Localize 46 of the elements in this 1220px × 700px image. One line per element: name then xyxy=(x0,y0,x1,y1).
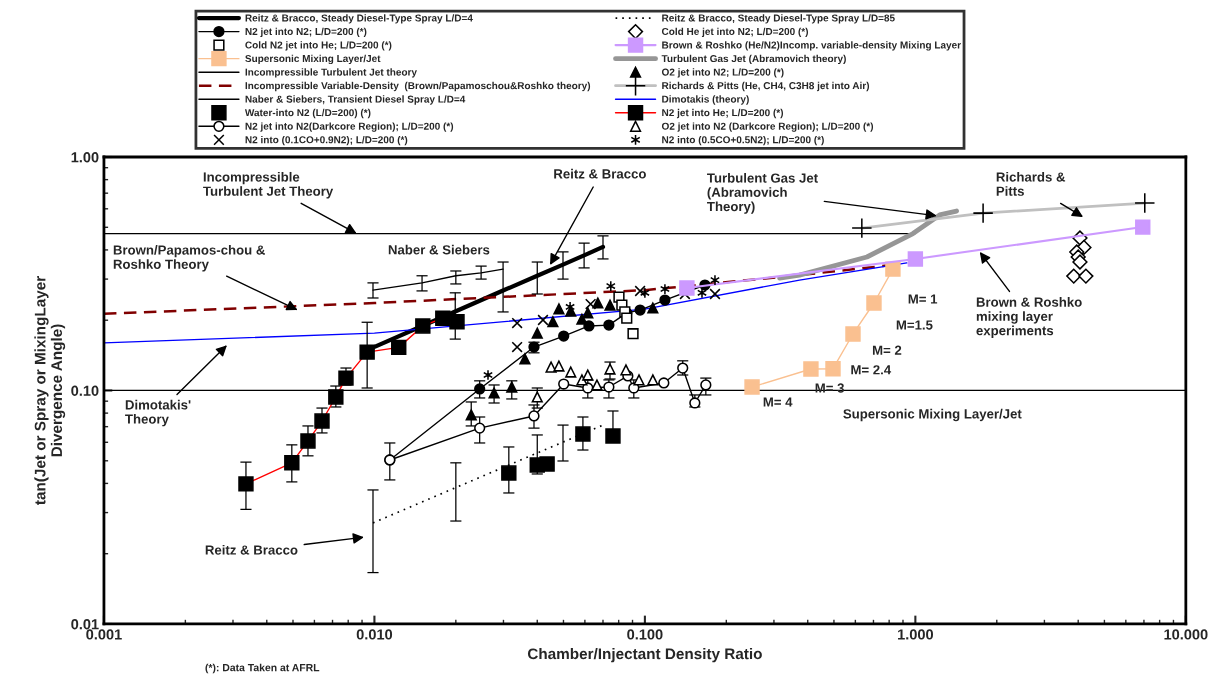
annotation: Richards & Pitts xyxy=(996,171,1066,196)
legend-label: Reitz & Bracco, Steady Diesel-Type Spray L/D=4 xyxy=(245,14,473,24)
legend-label: N2 into (0.1CO+0.9N2); L/D=200 (*) xyxy=(245,135,408,146)
annotation: Incompressible Turbulent Jet Theory xyxy=(203,171,334,199)
legend-label: N2 jet into He; L/D=200 (*) xyxy=(662,108,784,119)
annotation: M= 1 xyxy=(908,294,938,304)
legend-label: Brown & Roshko (He/N2)Incomp. variable-density Mixing Layer xyxy=(662,41,961,51)
annotation: Turbulent Gas Jet (Abramovich Theory) xyxy=(707,173,818,214)
annotation: Dimotakis' Theory xyxy=(125,399,191,427)
x-tick-label: 0.100 xyxy=(627,629,663,640)
legend-label: Naber & Siebers, Transient Diesel Spray L/D=4 xyxy=(245,95,466,105)
annotation: Supersonic Mixing Layer/Jet xyxy=(843,408,1022,422)
legend-label: Dimotakis (theory) xyxy=(662,95,749,105)
legend-label: Cold He jet into N2; L/D=200 (*) xyxy=(661,27,809,38)
legend-label: Water-into N2 (L/D=200) (*) xyxy=(244,108,371,119)
annotation: Reitz & Bracco xyxy=(205,544,298,555)
annotation: Reitz & Bracco xyxy=(554,168,646,179)
legend-label: O2 jet into N2 (Darkcore Region); L/D=200 (*) xyxy=(661,122,874,132)
x-tick-label: 1.000 xyxy=(898,629,934,640)
annotation: M= 2 xyxy=(872,345,902,355)
x-tick-label: 0.001 xyxy=(86,629,122,640)
legend-label: Turbulent Gas Jet (Abramovich theory) xyxy=(661,54,846,65)
annotation: Naber & Siebers xyxy=(388,244,490,255)
legend-label: N2 into (0.5CO+0.5N2); L/D=200 (*) xyxy=(662,135,824,146)
legend-label: O2 jet into N2; L/D=200 (*) xyxy=(661,68,784,78)
x-tick-label: 10.000 xyxy=(1164,629,1208,640)
x-tick-label: 0.010 xyxy=(356,629,393,640)
y-axis-title: tan(Jet or Spray or MixingLayer Divergence Angle) xyxy=(34,276,66,505)
y-tick-label: 1.00 xyxy=(71,152,99,163)
annotation: Brown & Roshko mixing layer experiments xyxy=(976,297,1082,338)
legend-label: Richards & Pitts (He, CH4, C3H8 jet into Air) xyxy=(662,81,870,92)
legend-label: N2 jet into N2(Darkcore Region); L/D=200 (*) xyxy=(245,122,454,132)
y-tick-label: 0.01 xyxy=(71,619,99,630)
y-tick-label: 0.10 xyxy=(71,385,99,396)
annotation: M=1.5 xyxy=(896,320,933,330)
legend-label: Reitz & Bracco, Steady Diesel-Type Spray L/D=85 xyxy=(662,14,895,24)
x-axis-title: Chamber/Injectant Density Ratio xyxy=(527,647,762,663)
annotation: M= 4 xyxy=(763,397,793,407)
annotation: M= 2.4 xyxy=(851,365,892,375)
text: (*): Data Taken at AFRL xyxy=(205,663,320,674)
legend-label: Incompressible Variable-Density (Brown/Papamoschou&Roshko theory) xyxy=(245,81,591,92)
annotation: Brown/Papamos-chou & Roshko Theory xyxy=(113,244,265,272)
legend-label: Supersonic Mixing Layer/Jet xyxy=(245,54,381,65)
legend-label: N2 jet into N2; L/D=200 (*) xyxy=(245,27,367,38)
legend-label: Cold N2 jet into He; L/D=200 (*) xyxy=(245,41,392,51)
legend-label: Incompressible Turbulent Jet theory xyxy=(245,68,417,78)
